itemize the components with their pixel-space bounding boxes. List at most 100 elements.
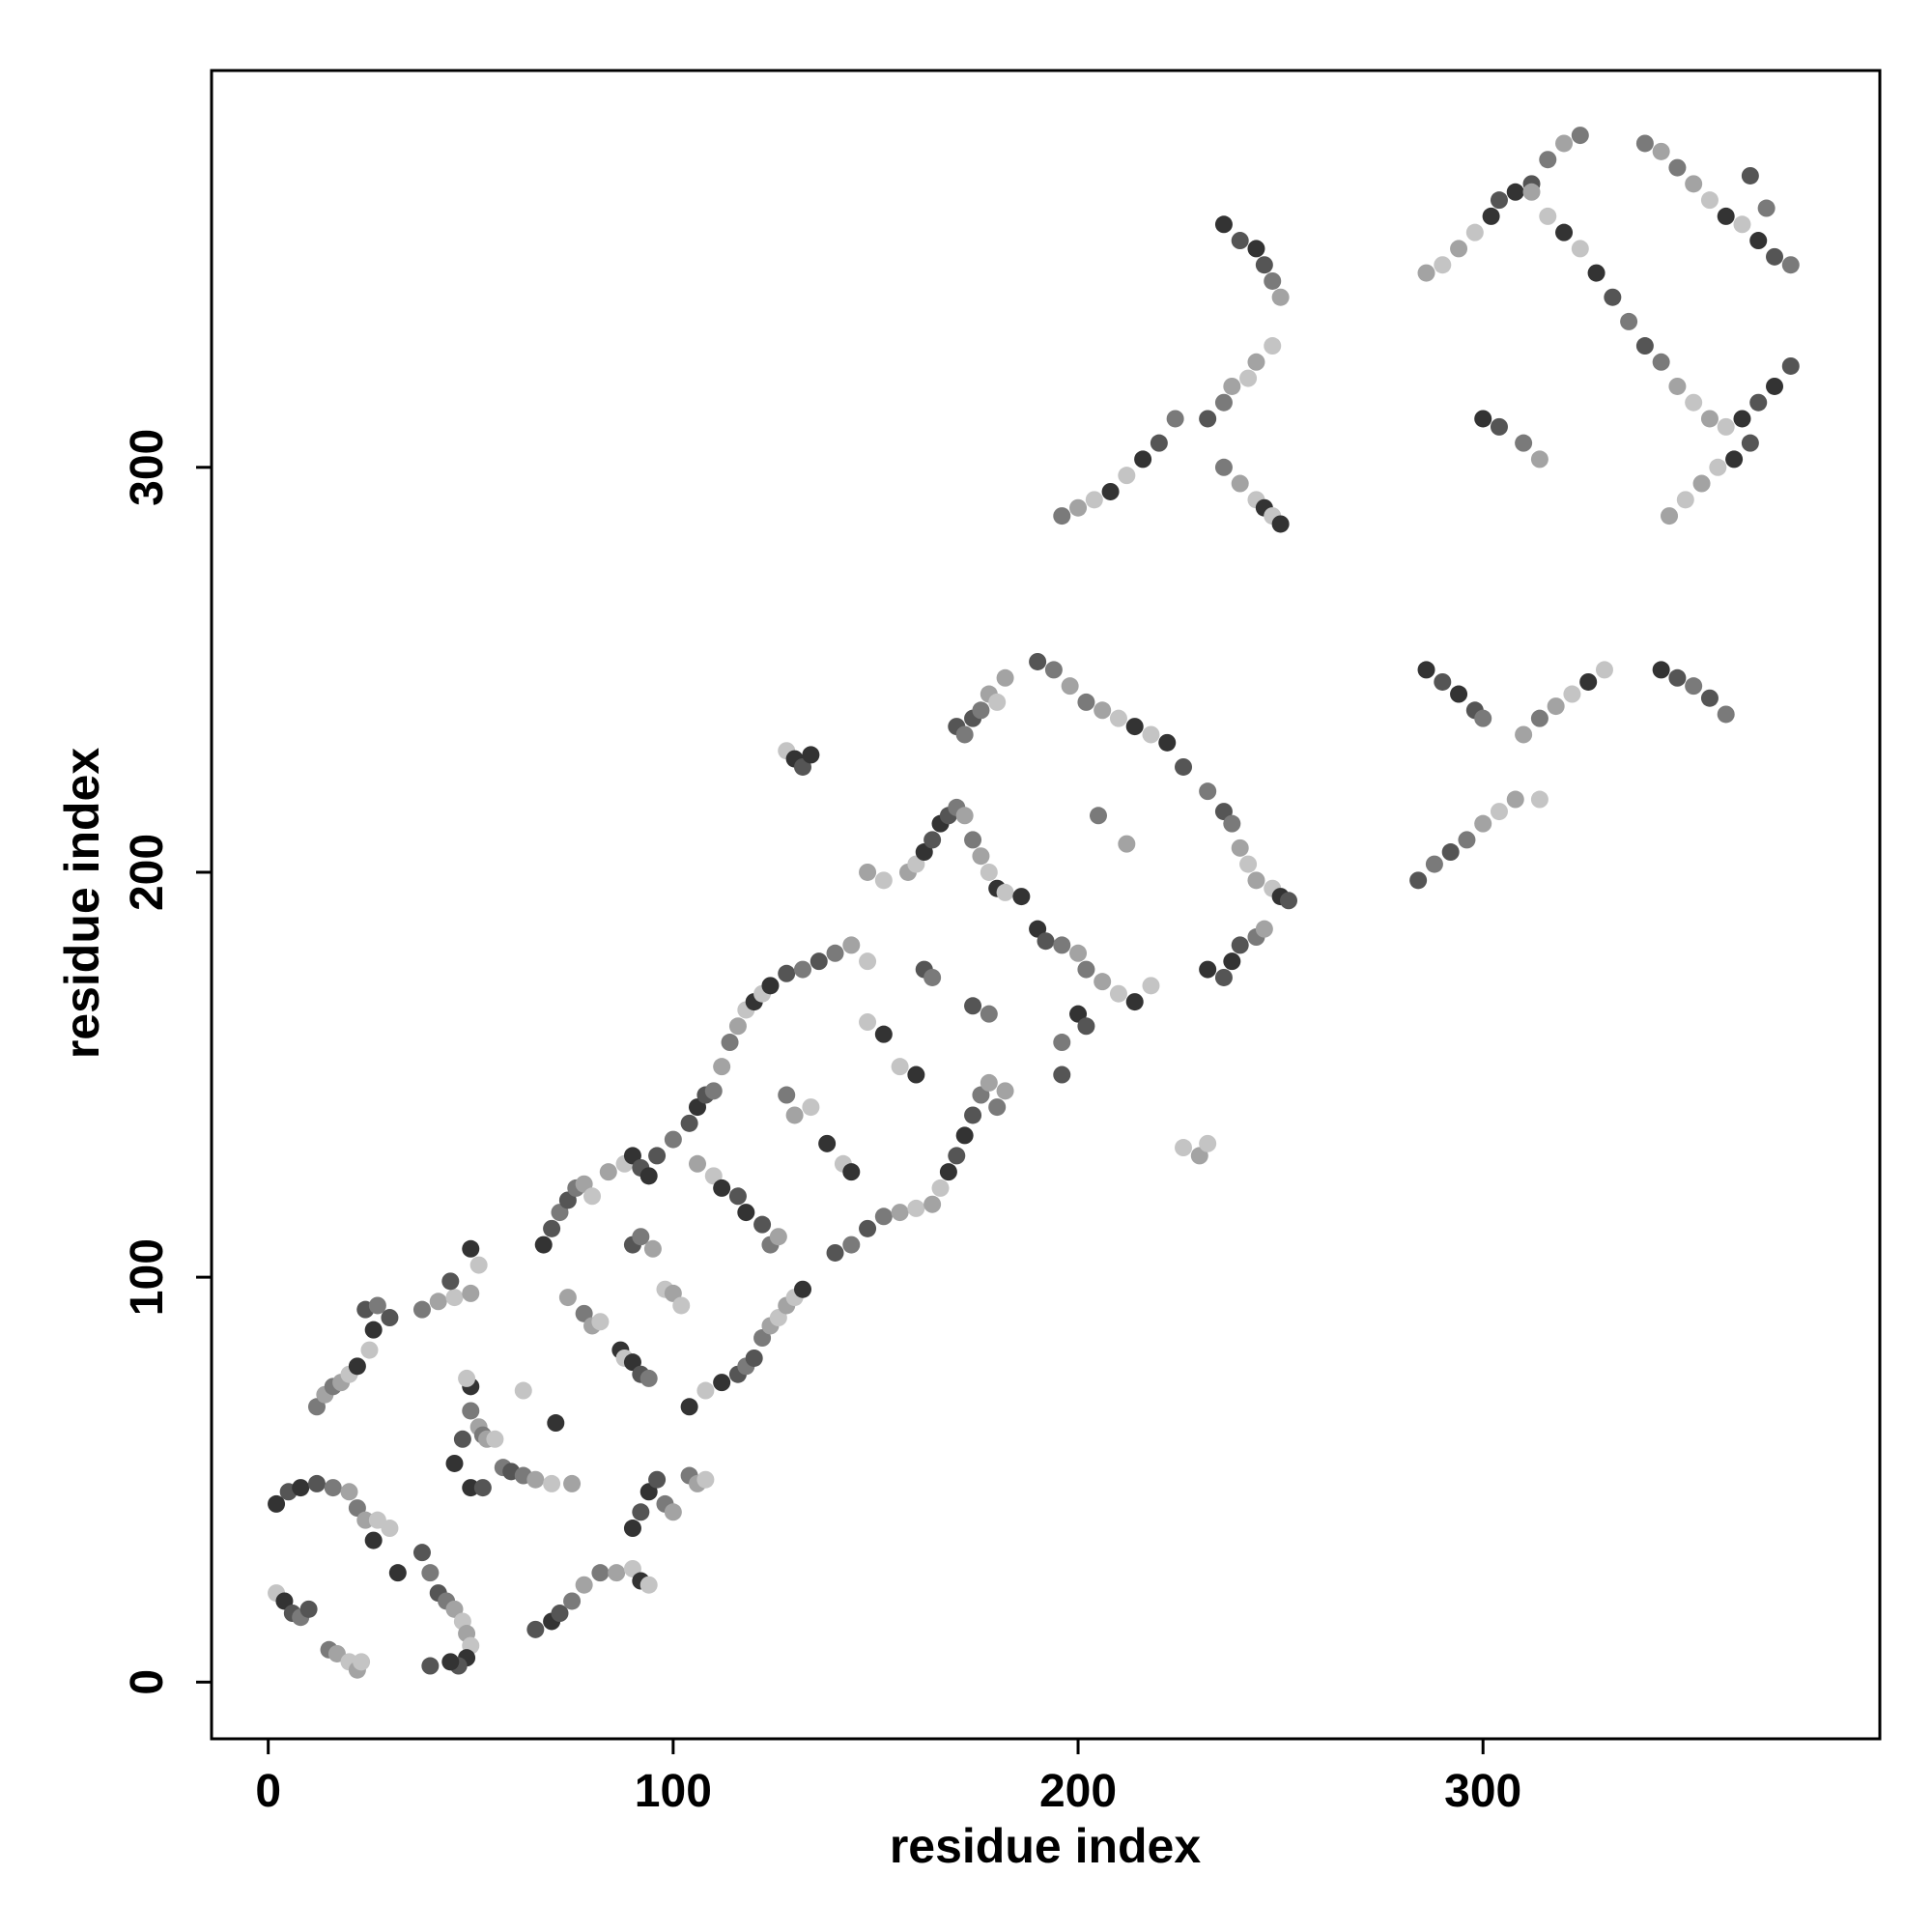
point (818, 1134, 837, 1152)
point (356, 1511, 375, 1529)
point (964, 831, 982, 849)
point (1652, 142, 1670, 160)
point (680, 1398, 698, 1416)
point (1053, 936, 1071, 954)
point (1733, 215, 1751, 234)
x-tick-label: 200 (1039, 1766, 1117, 1817)
point (1709, 458, 1727, 476)
point (473, 1479, 492, 1497)
point (874, 1208, 893, 1226)
point (1077, 960, 1095, 979)
y-tick-label: 300 (122, 429, 173, 506)
point (1676, 491, 1694, 509)
point (664, 1503, 682, 1521)
point (469, 1256, 488, 1274)
point (1515, 434, 1533, 452)
point (1175, 1139, 1193, 1157)
point (785, 1106, 804, 1124)
point (381, 1520, 399, 1538)
point (1223, 814, 1241, 833)
point (778, 964, 796, 982)
point (445, 1289, 464, 1307)
point (1458, 831, 1476, 849)
point (672, 1296, 691, 1315)
point (364, 1531, 383, 1549)
point (514, 1381, 532, 1400)
point (353, 1653, 371, 1671)
point (462, 1239, 480, 1258)
point (1089, 807, 1107, 825)
point (340, 1483, 358, 1501)
point (1530, 790, 1548, 809)
point (923, 831, 942, 849)
point (1094, 973, 1112, 991)
point (441, 1653, 460, 1671)
point (1199, 1134, 1217, 1152)
point (1109, 709, 1127, 727)
point (563, 1474, 582, 1492)
point (1214, 393, 1233, 412)
point (1077, 1017, 1095, 1036)
point (996, 1082, 1014, 1100)
point (421, 1564, 440, 1582)
point (713, 1058, 731, 1076)
point (793, 960, 811, 979)
point (1271, 515, 1290, 533)
point (1506, 183, 1524, 201)
point (1733, 410, 1751, 428)
point (1506, 790, 1524, 809)
point (988, 1098, 1007, 1117)
point (859, 952, 877, 971)
point (268, 1494, 286, 1513)
point (1053, 507, 1071, 526)
point (1620, 312, 1638, 330)
point (364, 1321, 383, 1339)
point (441, 1272, 460, 1291)
point (1490, 191, 1508, 210)
point (1214, 968, 1233, 986)
y-tick-label: 100 (122, 1238, 173, 1316)
point (1757, 199, 1776, 217)
point (292, 1479, 310, 1497)
point (1223, 377, 1241, 395)
point (1685, 393, 1703, 412)
point (360, 1341, 379, 1359)
point (381, 1309, 399, 1327)
point (745, 1349, 763, 1367)
point (1158, 733, 1177, 752)
point (948, 1147, 966, 1165)
point (1417, 661, 1435, 679)
x-tick-label: 0 (255, 1766, 281, 1817)
point (810, 952, 828, 971)
point (1741, 166, 1759, 185)
point (643, 1239, 662, 1258)
point (1530, 709, 1548, 727)
point (1700, 191, 1719, 210)
point (1247, 871, 1265, 890)
point (704, 1082, 723, 1100)
point (955, 725, 974, 744)
point (307, 1474, 326, 1492)
point (1661, 507, 1679, 526)
point (1515, 725, 1533, 744)
point (1199, 410, 1217, 428)
y-tick-label: 0 (122, 1669, 173, 1695)
point (964, 1106, 982, 1124)
point (1417, 264, 1435, 282)
point (1255, 256, 1273, 274)
point (713, 1374, 731, 1392)
point (1118, 835, 1136, 853)
point (1685, 677, 1703, 696)
point (1142, 725, 1160, 744)
point (1166, 410, 1184, 428)
point (1539, 151, 1557, 169)
point (547, 1414, 565, 1433)
point (955, 807, 974, 825)
point (761, 977, 780, 995)
point (1434, 672, 1452, 691)
point (558, 1289, 577, 1307)
point (696, 1470, 715, 1489)
point (1214, 215, 1233, 234)
point (526, 1470, 545, 1489)
point (972, 847, 990, 866)
